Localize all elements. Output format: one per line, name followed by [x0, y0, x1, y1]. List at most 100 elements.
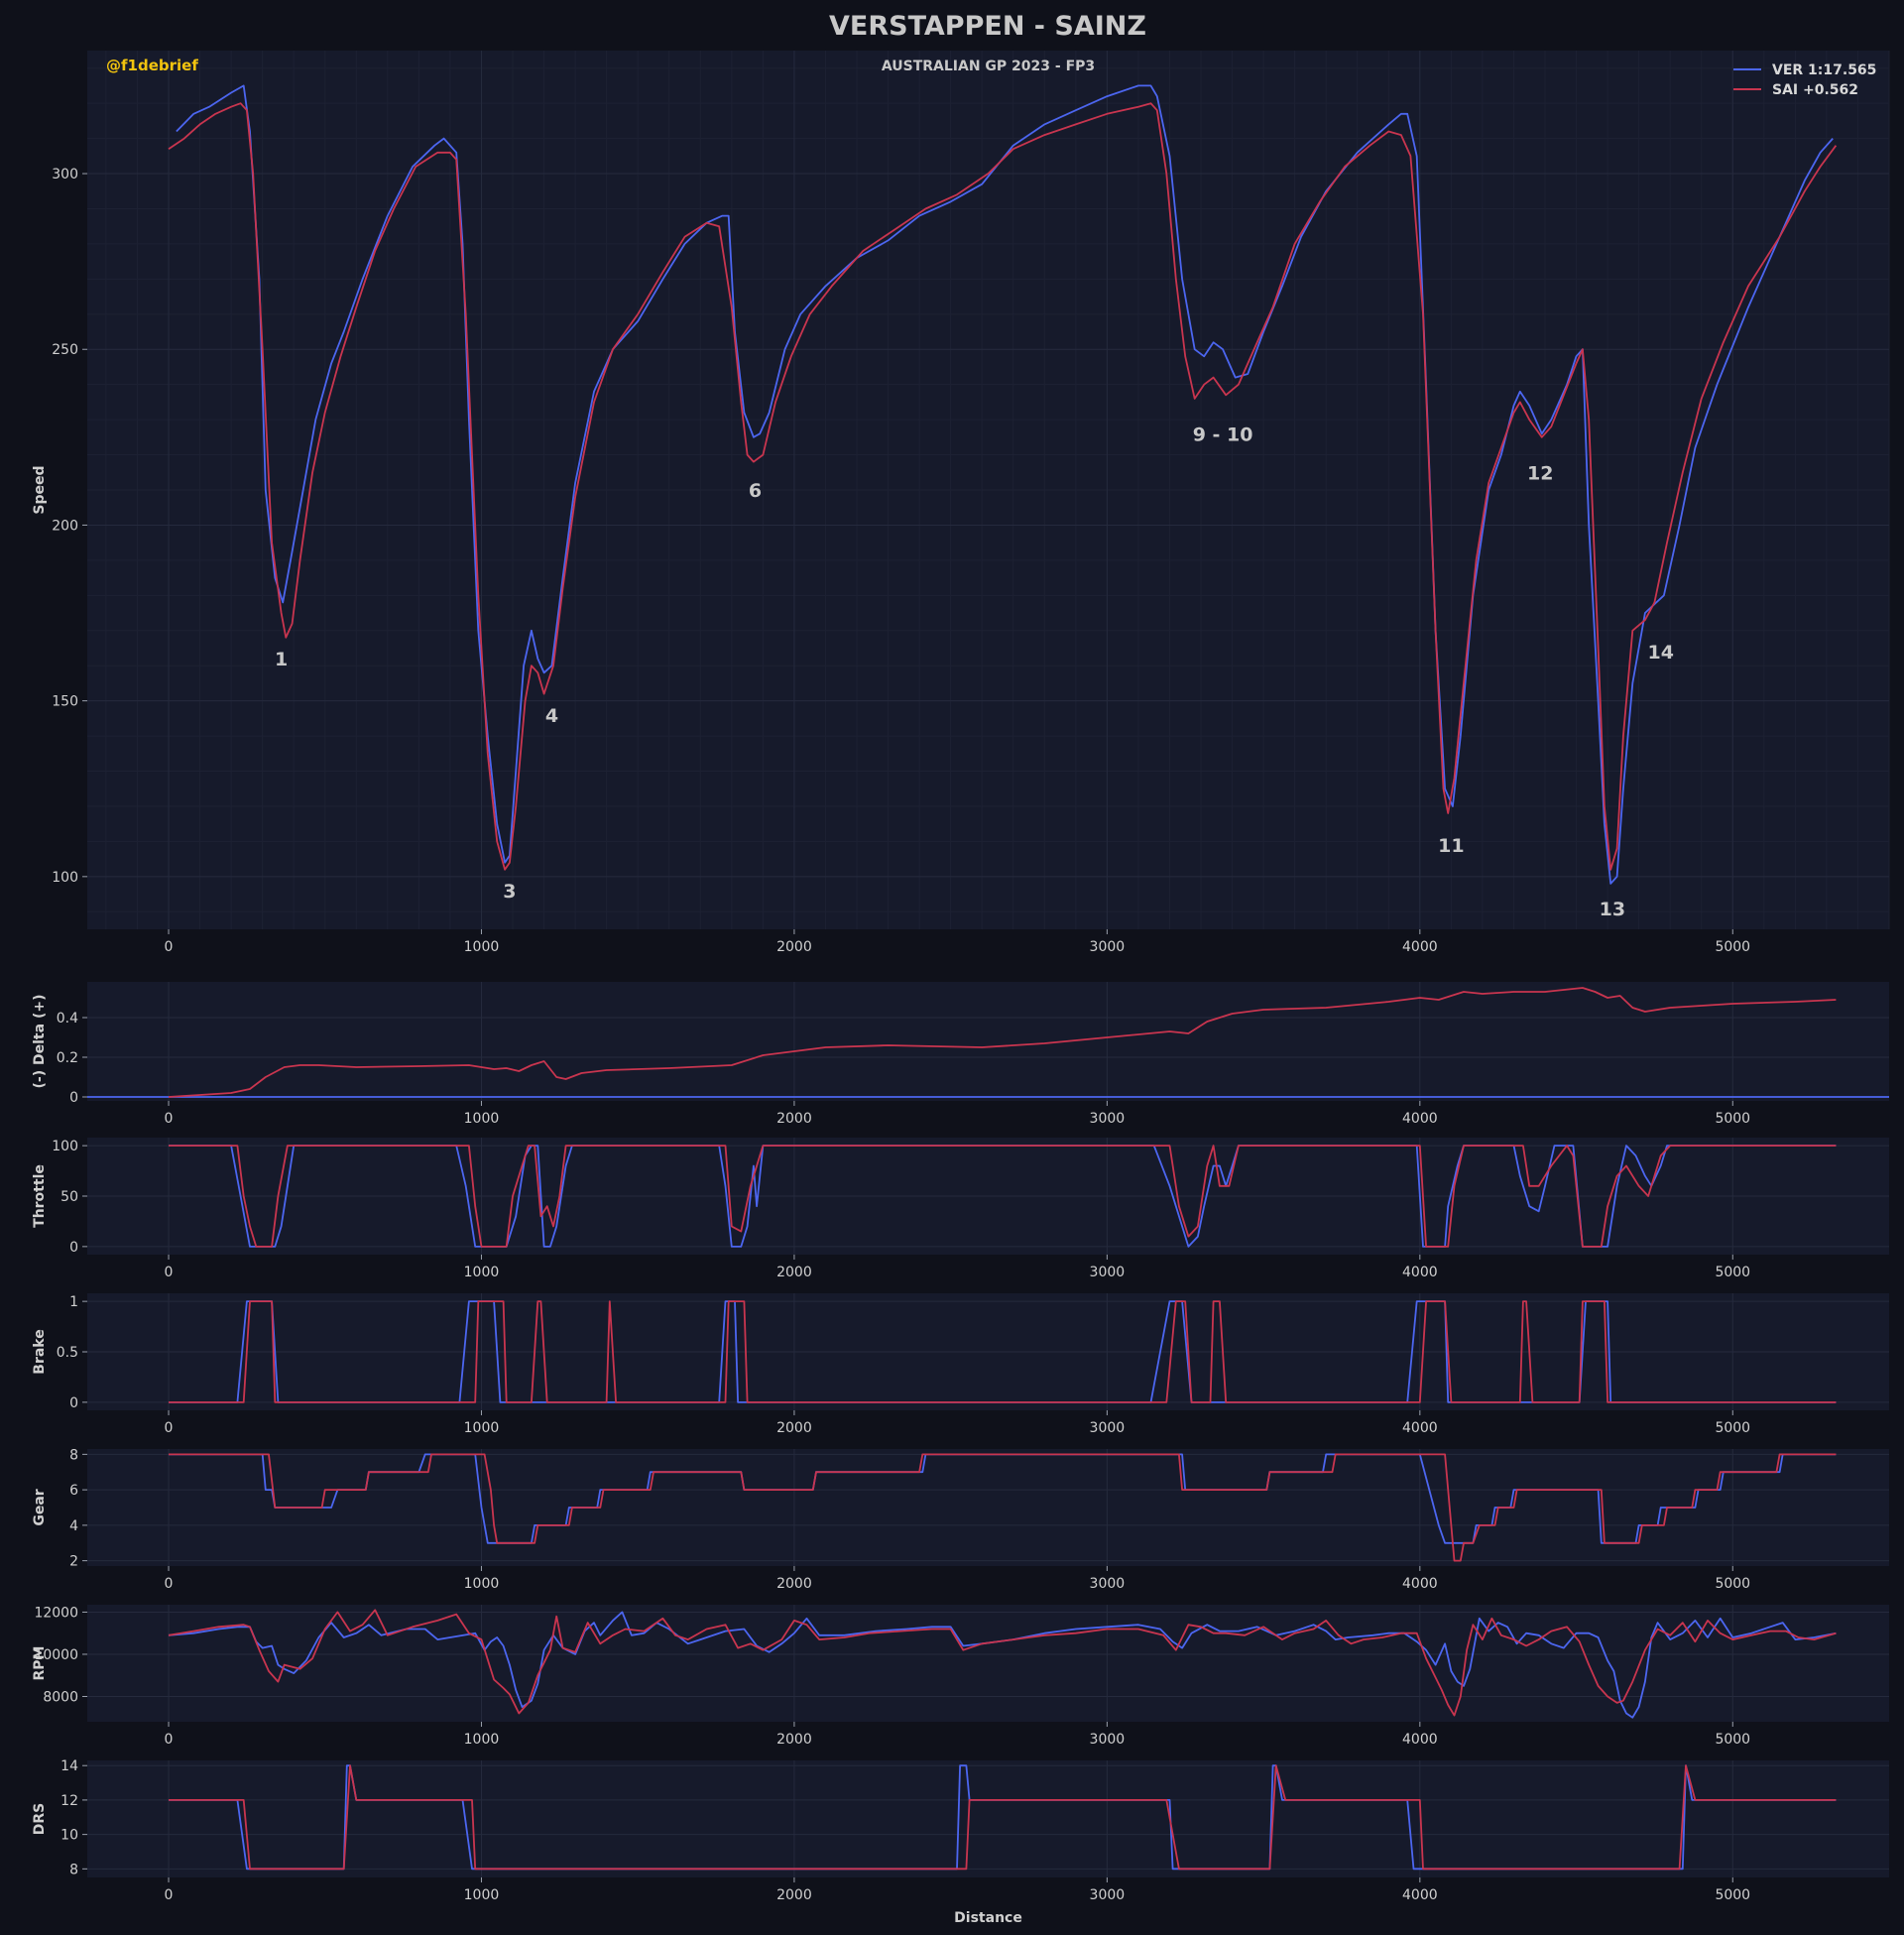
x-tick-label: 3000	[1090, 1732, 1126, 1748]
brake-panel: 0 1000 2000 3000 4000 5000 0 0.5 1 Brake	[32, 1293, 1889, 1436]
x-tick-label: 4000	[1402, 1576, 1438, 1592]
x-tick-label: 4000	[1402, 1732, 1438, 1748]
x-tick-label: 2000	[776, 1265, 812, 1280]
brake-y-axis-label: Brake	[32, 1329, 48, 1374]
y-tick-label: 100	[52, 1139, 78, 1154]
gear-panel: 0 1000 2000 3000 4000 5000 2 4 6 8 Gear	[32, 1447, 1889, 1592]
drs-panel: 0 1000 2000 3000 4000 5000 8 10 12 14 DRS Distance	[32, 1758, 1889, 1926]
x-tick-label: 3000	[1090, 939, 1126, 955]
sai-throttle-line	[169, 1145, 1837, 1248]
y-tick-label: 0	[69, 1090, 78, 1106]
x-tick-label: 0	[165, 1732, 174, 1748]
x-tick-label: 1000	[464, 939, 500, 955]
throttle-y-axis-label: Throttle	[32, 1164, 48, 1228]
y-tick-label: 8000	[43, 1689, 78, 1705]
y-tick-label: 0.4	[57, 1011, 78, 1027]
x-tick-label: 0	[165, 1420, 174, 1436]
legend-label-ver: VER 1:17.565	[1772, 62, 1876, 78]
rpm-panel: 0 1000 2000 3000 4000 5000 8000 10000 12000 RPM	[32, 1605, 1889, 1748]
y-tick-label: 2	[69, 1554, 78, 1570]
sai-speed-line	[168, 102, 1838, 871]
x-tick-label: 0	[165, 1265, 174, 1280]
x-tick-label: 5000	[1715, 1111, 1750, 1127]
rpm-y-axis-label: RPM	[32, 1646, 48, 1681]
x-tick-label: 2000	[776, 1887, 812, 1903]
x-tick-label: 3000	[1090, 1887, 1126, 1903]
y-tick-label: 6	[69, 1483, 78, 1499]
x-tick-label: 2000	[776, 1420, 812, 1436]
x-axis-label: Distance	[954, 1910, 1022, 1926]
sai-brake-line	[169, 1300, 1837, 1403]
x-tick-label: 1000	[464, 1265, 500, 1280]
x-tick-label: 4000	[1402, 1265, 1438, 1280]
speed-panel: 0 1000 2000 3000 4000 5000 100 150 200 250 300 Spee…	[32, 51, 1890, 955]
x-tick-label: 5000	[1715, 1420, 1750, 1436]
x-tick-label: 4000	[1402, 939, 1438, 955]
delta-plot-area	[87, 982, 1889, 1101]
x-tick-label: 1000	[464, 1111, 500, 1127]
x-tick-label: 2000	[776, 1111, 812, 1127]
drs-plot-area	[87, 1760, 1889, 1877]
y-tick-label: 4	[69, 1518, 78, 1534]
x-tick-label: 1000	[464, 1732, 500, 1748]
y-tick-label: 8	[69, 1862, 78, 1877]
x-tick-label: 5000	[1715, 1887, 1750, 1903]
y-tick-label: 50	[60, 1189, 78, 1205]
y-tick-label: 300	[52, 167, 78, 182]
y-tick-label: 0.5	[57, 1345, 78, 1361]
corner-label: 3	[503, 881, 516, 903]
corner-label: 4	[545, 705, 558, 727]
x-tick-label: 4000	[1402, 1420, 1438, 1436]
speed-y-axis-label: Speed	[32, 465, 48, 514]
x-tick-label: 0	[165, 1576, 174, 1592]
sai-rpm-line	[168, 1609, 1837, 1717]
x-tick-label: 0	[165, 939, 174, 955]
y-tick-label: 200	[52, 518, 78, 534]
y-tick-label: 250	[52, 342, 78, 358]
y-tick-label: 10	[60, 1828, 78, 1844]
sai-drs-line	[169, 1764, 1837, 1871]
x-tick-label: 3000	[1090, 1576, 1126, 1592]
x-tick-label: 3000	[1090, 1265, 1126, 1280]
y-tick-label: 1	[69, 1294, 78, 1310]
x-tick-label: 1000	[464, 1420, 500, 1436]
x-tick-label: 4000	[1402, 1111, 1438, 1127]
x-tick-label: 5000	[1715, 939, 1750, 955]
legend: VER 1:17.565 SAI +0.562	[1733, 62, 1876, 98]
x-tick-label: 5000	[1715, 1732, 1750, 1748]
corner-label: 1	[275, 649, 288, 670]
chart-panels: 0 1000 2000 3000 4000 5000100150200250300Spee…	[32, 51, 1890, 1926]
gear-plot-area	[87, 1449, 1889, 1566]
corner-label: 14	[1647, 642, 1673, 664]
sai-delta-line	[168, 987, 1837, 1098]
chart-title: VERSTAPPEN - SAINZ	[829, 11, 1146, 42]
watermark: @f1debrief	[106, 57, 198, 74]
x-tick-label: 3000	[1090, 1111, 1126, 1127]
delta-y-axis-label: (-) Delta (+)	[32, 995, 48, 1089]
y-tick-label: 12000	[34, 1605, 78, 1621]
sai-gear-line	[169, 1453, 1837, 1562]
y-tick-label: 8	[69, 1447, 78, 1463]
corner-label: 11	[1438, 835, 1464, 857]
y-tick-label: 100	[52, 870, 78, 886]
corner-label: 9 - 10	[1193, 423, 1253, 445]
corner-label: 12	[1527, 462, 1553, 484]
y-tick-label: 12	[60, 1793, 78, 1809]
throttle-panel: 0 1000 2000 3000 4000 5000 0 50 100 Throttle	[32, 1138, 1889, 1280]
y-tick-label: 0.2	[57, 1050, 78, 1066]
rpm-plot-area	[87, 1605, 1889, 1722]
x-tick-label: 2000	[776, 1576, 812, 1592]
x-tick-label: 2000	[776, 1732, 812, 1748]
legend-label-sai: SAI +0.562	[1772, 82, 1858, 98]
y-tick-label: 0	[69, 1395, 78, 1411]
corner-label: 6	[749, 480, 762, 502]
x-tick-label: 5000	[1715, 1265, 1750, 1280]
gear-y-axis-label: Gear	[32, 1489, 48, 1525]
x-tick-label: 5000	[1715, 1576, 1750, 1592]
corner-label: 13	[1600, 899, 1625, 920]
x-tick-label: 0	[165, 1111, 174, 1127]
y-tick-label: 14	[60, 1758, 78, 1774]
y-tick-label: 0	[69, 1240, 78, 1256]
x-tick-label: 4000	[1402, 1887, 1438, 1903]
x-tick-label: 2000	[776, 939, 812, 955]
